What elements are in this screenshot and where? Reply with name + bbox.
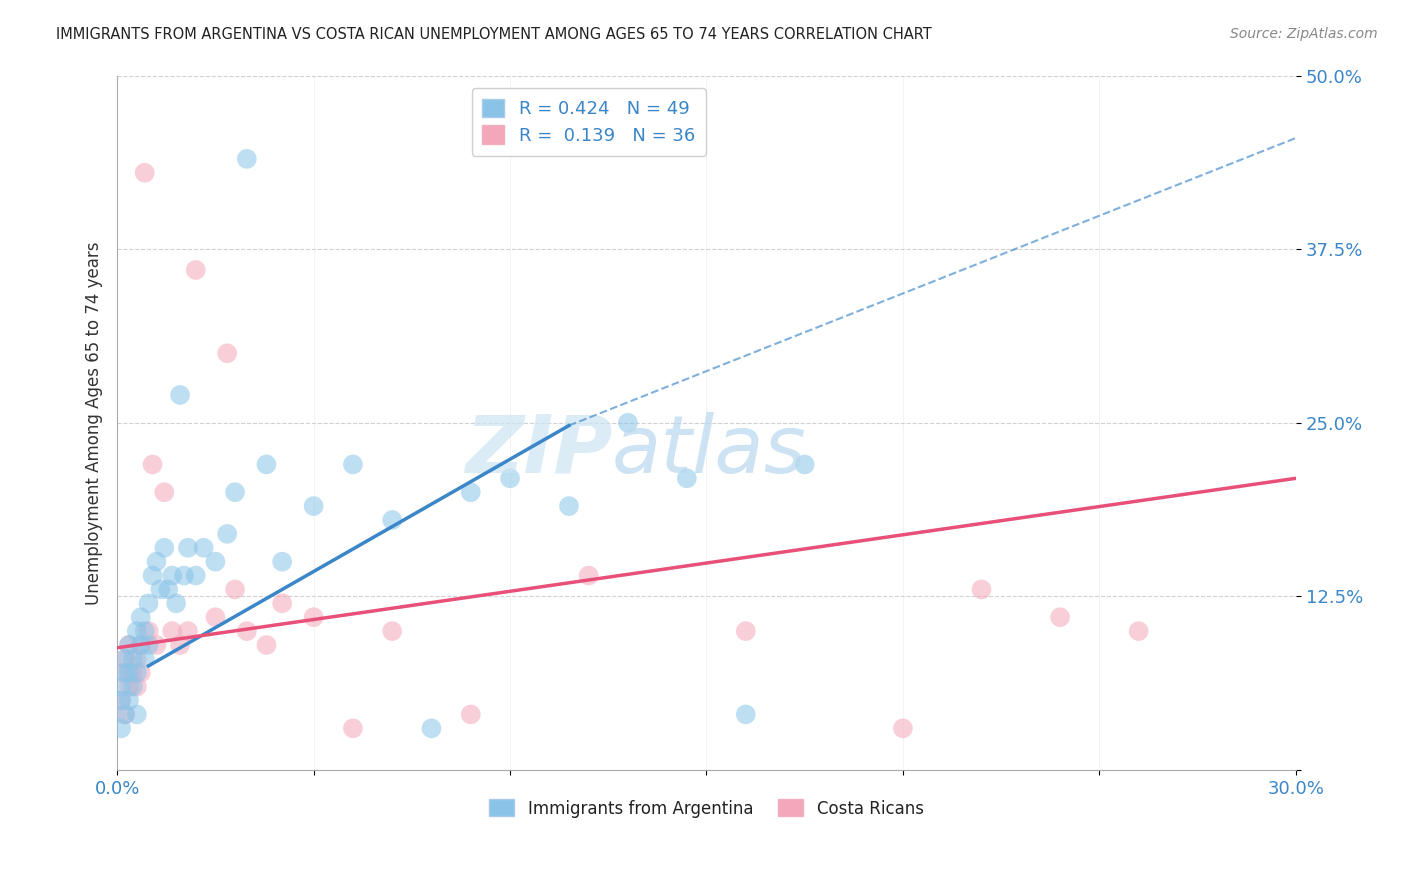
Point [734, 624, 756, 639]
Point [224, 485, 246, 500]
Y-axis label: Unemployment Among Ages 65 to 74 years: Unemployment Among Ages 65 to 74 years [86, 241, 103, 605]
Point [134, 652, 156, 666]
Point [110, 680, 132, 694]
Point [118, 638, 141, 652]
Point [138, 596, 160, 610]
Point [204, 610, 226, 624]
Point [149, 582, 172, 597]
Point [236, 624, 259, 639]
Point [793, 458, 815, 472]
Point [302, 499, 325, 513]
Point [153, 541, 176, 555]
Point [1128, 624, 1150, 639]
Point [271, 555, 294, 569]
Point [125, 624, 148, 639]
Point [381, 513, 404, 527]
Point [160, 568, 183, 582]
Point [153, 485, 176, 500]
Point [157, 582, 180, 597]
Point [110, 693, 132, 707]
Point [114, 707, 136, 722]
Point [217, 527, 239, 541]
Point [145, 555, 167, 569]
Point [122, 652, 145, 666]
Point [891, 722, 914, 736]
Point [676, 471, 699, 485]
Point [129, 638, 152, 652]
Point [125, 665, 148, 680]
Point [342, 458, 364, 472]
Point [114, 652, 136, 666]
Point [141, 458, 163, 472]
Point [256, 458, 278, 472]
Point [118, 693, 141, 707]
Point [460, 707, 482, 722]
Point [169, 638, 191, 652]
Point [169, 388, 191, 402]
Text: IMMIGRANTS FROM ARGENTINA VS COSTA RICAN UNEMPLOYMENT AMONG AGES 65 TO 74 YEARS : IMMIGRANTS FROM ARGENTINA VS COSTA RICAN… [56, 27, 932, 42]
Point [110, 722, 132, 736]
Point [129, 638, 152, 652]
Point [177, 541, 200, 555]
Point [138, 624, 160, 639]
Point [122, 665, 145, 680]
Point [224, 582, 246, 597]
Point [125, 680, 148, 694]
Point [1049, 610, 1071, 624]
Point [460, 485, 482, 500]
Point [165, 596, 187, 610]
Point [125, 652, 148, 666]
Point [193, 541, 215, 555]
Point [236, 152, 259, 166]
Point [342, 722, 364, 736]
Point [381, 624, 404, 639]
Point [217, 346, 239, 360]
Point [114, 665, 136, 680]
Point [134, 166, 156, 180]
Point [114, 652, 136, 666]
Point [256, 638, 278, 652]
Point [125, 707, 148, 722]
Point [302, 610, 325, 624]
Point [734, 707, 756, 722]
Point [118, 665, 141, 680]
Point [558, 499, 581, 513]
Point [129, 665, 152, 680]
Point [129, 610, 152, 624]
Point [173, 568, 195, 582]
Point [118, 638, 141, 652]
Point [110, 665, 132, 680]
Point [420, 722, 443, 736]
Point [271, 596, 294, 610]
Point [118, 680, 141, 694]
Point [970, 582, 993, 597]
Point [578, 568, 600, 582]
Point [114, 707, 136, 722]
Point [145, 638, 167, 652]
Text: atlas: atlas [612, 411, 807, 490]
Point [184, 568, 207, 582]
Point [184, 263, 207, 277]
Legend: Immigrants from Argentina, Costa Ricans: Immigrants from Argentina, Costa Ricans [482, 793, 931, 824]
Point [617, 416, 640, 430]
Point [134, 624, 156, 639]
Text: Source: ZipAtlas.com: Source: ZipAtlas.com [1230, 27, 1378, 41]
Point [141, 568, 163, 582]
Point [110, 693, 132, 707]
Point [204, 555, 226, 569]
Point [160, 624, 183, 639]
Point [499, 471, 522, 485]
Text: ZIP: ZIP [465, 411, 612, 490]
Point [122, 680, 145, 694]
Point [138, 638, 160, 652]
Point [177, 624, 200, 639]
